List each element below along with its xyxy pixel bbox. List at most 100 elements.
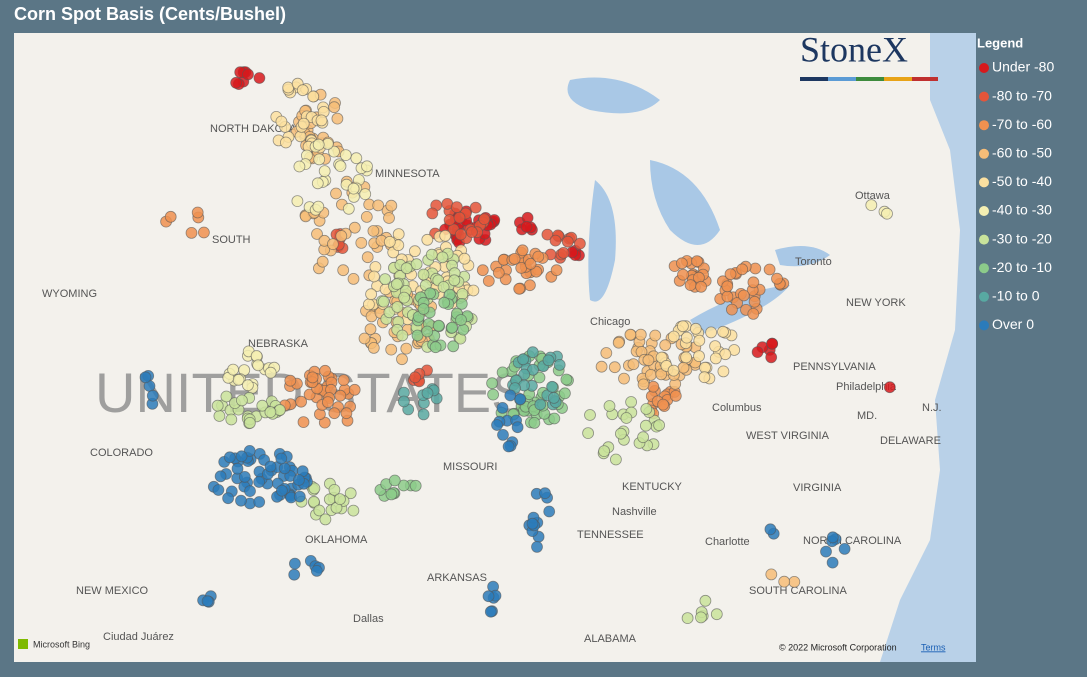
location-dot[interactable]: [417, 408, 430, 421]
location-dot[interactable]: [724, 268, 737, 281]
location-dot[interactable]: [326, 238, 339, 251]
location-dot[interactable]: [425, 248, 438, 261]
location-dot[interactable]: [238, 470, 251, 483]
location-dot[interactable]: [256, 399, 269, 412]
location-dot[interactable]: [297, 117, 310, 130]
location-dot[interactable]: [543, 505, 556, 518]
location-dot[interactable]: [292, 474, 305, 486]
location-dot[interactable]: [315, 114, 328, 127]
location-dot[interactable]: [438, 296, 451, 309]
location-dot[interactable]: [342, 202, 355, 215]
legend-label[interactable]: -50 to -40: [992, 173, 1052, 189]
location-dot[interactable]: [307, 90, 320, 103]
location-dot[interactable]: [736, 263, 749, 276]
location-dot[interactable]: [235, 394, 248, 407]
location-dot[interactable]: [316, 255, 329, 268]
location-dot[interactable]: [747, 276, 760, 289]
legend-label[interactable]: -10 to 0: [992, 288, 1040, 304]
location-dot[interactable]: [383, 235, 396, 248]
location-dot[interactable]: [478, 213, 491, 226]
location-dot[interactable]: [689, 322, 702, 335]
location-dot[interactable]: [726, 303, 738, 316]
location-dot[interactable]: [763, 263, 776, 276]
location-dot[interactable]: [764, 523, 777, 536]
location-dot[interactable]: [400, 262, 413, 275]
location-dot[interactable]: [486, 377, 499, 390]
location-dot[interactable]: [484, 605, 497, 618]
location-dot[interactable]: [231, 462, 244, 475]
location-dot[interactable]: [355, 236, 368, 249]
location-dot[interactable]: [653, 419, 665, 432]
location-dot[interactable]: [318, 165, 331, 178]
location-dot[interactable]: [456, 288, 469, 300]
location-dot[interactable]: [693, 350, 705, 363]
location-dot[interactable]: [377, 295, 390, 308]
location-dot[interactable]: [213, 410, 226, 422]
location-dot[interactable]: [627, 358, 640, 371]
location-dot[interactable]: [313, 153, 326, 166]
location-dot[interactable]: [397, 479, 410, 492]
location-dot[interactable]: [361, 160, 373, 173]
location-dot[interactable]: [693, 334, 706, 347]
location-dot[interactable]: [645, 368, 657, 381]
location-dot[interactable]: [339, 149, 352, 162]
legend-label[interactable]: -80 to -70: [992, 87, 1052, 103]
location-dot[interactable]: [319, 364, 332, 377]
location-dot[interactable]: [385, 488, 398, 501]
legend-label[interactable]: -30 to -20: [992, 230, 1052, 246]
location-dot[interactable]: [264, 406, 277, 419]
location-dot[interactable]: [164, 210, 177, 223]
location-dot[interactable]: [751, 346, 764, 359]
location-dot[interactable]: [372, 199, 385, 212]
location-dot[interactable]: [391, 301, 404, 313]
location-dot[interactable]: [561, 235, 574, 248]
location-dot[interactable]: [526, 517, 539, 530]
location-dot[interactable]: [497, 428, 509, 441]
location-dot[interactable]: [709, 352, 722, 365]
location-dot[interactable]: [467, 284, 480, 297]
location-dot[interactable]: [211, 399, 224, 412]
location-dot[interactable]: [400, 342, 413, 355]
legend-label[interactable]: -60 to -50: [992, 145, 1052, 161]
location-dot[interactable]: [390, 278, 403, 291]
location-dot[interactable]: [337, 374, 350, 387]
location-dot[interactable]: [642, 354, 655, 367]
location-dot[interactable]: [361, 251, 374, 264]
location-dot[interactable]: [242, 68, 254, 81]
location-dot[interactable]: [191, 206, 204, 219]
location-dot[interactable]: [379, 273, 392, 286]
location-dot[interactable]: [749, 262, 762, 275]
location-dot[interactable]: [455, 314, 467, 326]
location-dot[interactable]: [293, 490, 306, 503]
location-dot[interactable]: [410, 258, 423, 271]
location-dot[interactable]: [517, 353, 529, 366]
location-dot[interactable]: [253, 72, 266, 84]
location-dot[interactable]: [667, 364, 680, 377]
location-dot[interactable]: [296, 84, 309, 97]
location-dot[interactable]: [531, 541, 543, 553]
location-dot[interactable]: [437, 281, 450, 293]
location-dot[interactable]: [364, 323, 377, 336]
location-dot[interactable]: [253, 476, 266, 488]
legend-label[interactable]: -40 to -30: [992, 202, 1052, 218]
location-dot[interactable]: [367, 225, 380, 237]
location-dot[interactable]: [680, 331, 693, 344]
location-dot[interactable]: [243, 444, 256, 457]
location-dot[interactable]: [634, 328, 647, 341]
location-dot[interactable]: [310, 565, 323, 577]
location-dot[interactable]: [676, 257, 688, 270]
location-dot[interactable]: [584, 409, 596, 421]
location-dot[interactable]: [253, 496, 266, 508]
location-dot[interactable]: [311, 228, 323, 240]
location-dot[interactable]: [513, 282, 526, 295]
location-dot[interactable]: [312, 200, 325, 213]
location-dot[interactable]: [710, 608, 723, 621]
location-dot[interactable]: [637, 378, 650, 391]
location-dot[interactable]: [273, 404, 286, 416]
location-dot[interactable]: [230, 76, 243, 89]
location-dot[interactable]: [328, 407, 341, 420]
location-dot[interactable]: [881, 207, 893, 220]
location-dot[interactable]: [737, 289, 750, 302]
location-dot[interactable]: [385, 343, 398, 356]
location-dot[interactable]: [667, 330, 680, 343]
